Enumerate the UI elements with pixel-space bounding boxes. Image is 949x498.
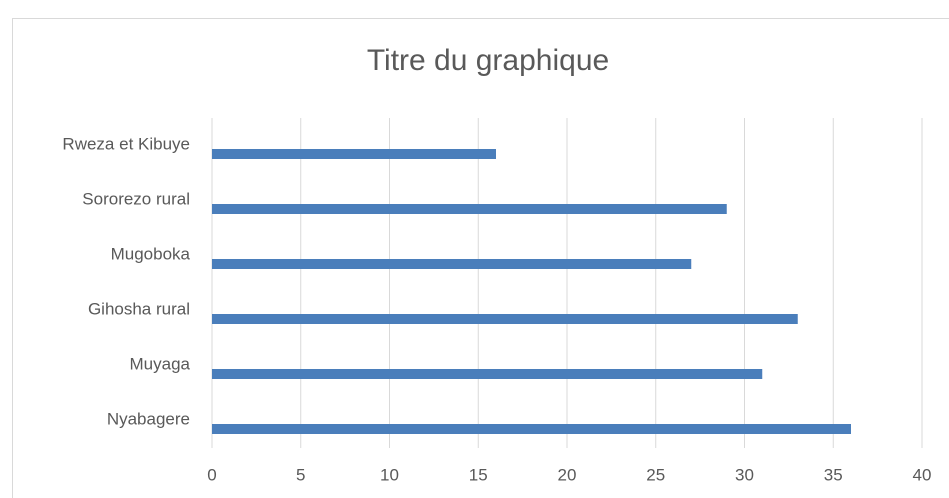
x-tick-label: 15 bbox=[469, 465, 488, 484]
x-tick-label: 0 bbox=[207, 465, 216, 484]
y-tick-label: Gihosha rural bbox=[88, 299, 190, 318]
y-tick-label: Muyaga bbox=[130, 354, 191, 373]
x-tick-label: 10 bbox=[380, 465, 399, 484]
x-tick-label: 25 bbox=[646, 465, 665, 484]
chart-border bbox=[12, 18, 949, 498]
chart-title: Titre du graphique bbox=[367, 44, 609, 77]
bar bbox=[212, 259, 692, 269]
y-tick-label: Rweza et Kibuye bbox=[62, 134, 190, 153]
bar bbox=[212, 369, 763, 379]
bar bbox=[212, 314, 798, 324]
bar bbox=[212, 204, 727, 214]
x-tick-label: 30 bbox=[735, 465, 754, 484]
x-tick-label: 35 bbox=[824, 465, 843, 484]
x-tick-label: 40 bbox=[913, 465, 932, 484]
y-tick-label: Sororezo rural bbox=[82, 189, 190, 208]
bar bbox=[212, 149, 496, 159]
bar bbox=[212, 424, 851, 434]
x-tick-label: 5 bbox=[296, 465, 305, 484]
y-tick-label: Mugoboka bbox=[111, 244, 191, 263]
y-tick-label: Nyabagere bbox=[107, 409, 190, 428]
x-tick-label: 20 bbox=[558, 465, 577, 484]
